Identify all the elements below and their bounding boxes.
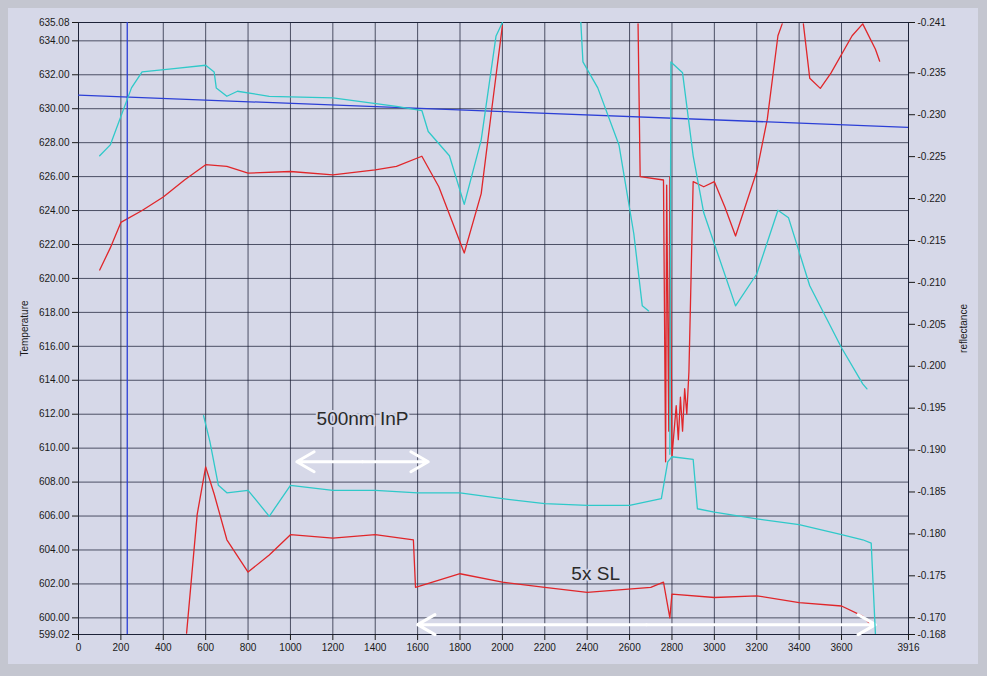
svg-text:608.00: 608.00	[39, 476, 70, 487]
svg-text:-0.185: -0.185	[918, 486, 947, 497]
svg-text:200: 200	[113, 642, 130, 653]
svg-text:-0.168: -0.168	[918, 629, 947, 640]
svg-text:630.00: 630.00	[39, 103, 70, 114]
svg-text:-0.180: -0.180	[918, 528, 947, 539]
svg-text:-0.170: -0.170	[918, 612, 947, 623]
svg-text:-0.195: -0.195	[918, 402, 947, 413]
svg-text:632.00: 632.00	[39, 69, 70, 80]
svg-text:1400: 1400	[364, 642, 387, 653]
svg-text:-0.230: -0.230	[918, 109, 947, 120]
svg-text:626.00: 626.00	[39, 171, 70, 182]
svg-text:1000: 1000	[279, 642, 302, 653]
svg-text:610.00: 610.00	[39, 442, 70, 453]
svg-text:2200: 2200	[534, 642, 557, 653]
svg-text:624.00: 624.00	[39, 205, 70, 216]
svg-text:-0.175: -0.175	[918, 570, 947, 581]
svg-text:634.00: 634.00	[39, 35, 70, 46]
svg-text:800: 800	[240, 642, 257, 653]
svg-text:-0.235: -0.235	[918, 67, 947, 78]
svg-text:-0.200: -0.200	[918, 360, 947, 371]
svg-text:614.00: 614.00	[39, 374, 70, 385]
svg-text:606.00: 606.00	[39, 510, 70, 521]
svg-text:2600: 2600	[618, 642, 641, 653]
svg-text:-0.220: -0.220	[918, 193, 947, 204]
svg-text:500nm InP: 500nm InP	[317, 408, 409, 429]
svg-text:Temperature: Temperature	[19, 300, 30, 357]
svg-text:1200: 1200	[322, 642, 345, 653]
svg-text:400: 400	[155, 642, 172, 653]
svg-text:-0.190: -0.190	[918, 444, 947, 455]
svg-text:1800: 1800	[449, 642, 472, 653]
svg-text:3200: 3200	[746, 642, 769, 653]
svg-text:618.00: 618.00	[39, 307, 70, 318]
svg-text:599.02: 599.02	[39, 629, 70, 640]
svg-text:612.00: 612.00	[39, 408, 70, 419]
svg-text:-0.215: -0.215	[918, 235, 947, 246]
svg-text:3600: 3600	[830, 642, 853, 653]
svg-text:3400: 3400	[788, 642, 811, 653]
svg-text:-0.225: -0.225	[918, 151, 947, 162]
svg-text:628.00: 628.00	[39, 137, 70, 148]
svg-text:3916: 3916	[897, 642, 920, 653]
svg-text:2000: 2000	[491, 642, 514, 653]
svg-text:604.00: 604.00	[39, 544, 70, 555]
svg-text:602.00: 602.00	[39, 578, 70, 589]
svg-text:reflectance: reflectance	[958, 304, 969, 353]
svg-text:-0.241: -0.241	[918, 17, 947, 28]
svg-text:616.00: 616.00	[39, 341, 70, 352]
svg-text:-0.205: -0.205	[918, 319, 947, 330]
svg-text:5x SL: 5x SL	[571, 563, 620, 584]
svg-text:0: 0	[76, 642, 82, 653]
svg-text:-0.210: -0.210	[918, 277, 947, 288]
svg-text:1600: 1600	[406, 642, 429, 653]
svg-text:3000: 3000	[703, 642, 726, 653]
svg-text:2800: 2800	[661, 642, 684, 653]
svg-text:620.00: 620.00	[39, 273, 70, 284]
svg-text:600: 600	[197, 642, 214, 653]
svg-text:622.00: 622.00	[39, 239, 70, 250]
svg-text:635.08: 635.08	[39, 17, 70, 28]
svg-text:2400: 2400	[576, 642, 599, 653]
svg-text:600.00: 600.00	[39, 612, 70, 623]
